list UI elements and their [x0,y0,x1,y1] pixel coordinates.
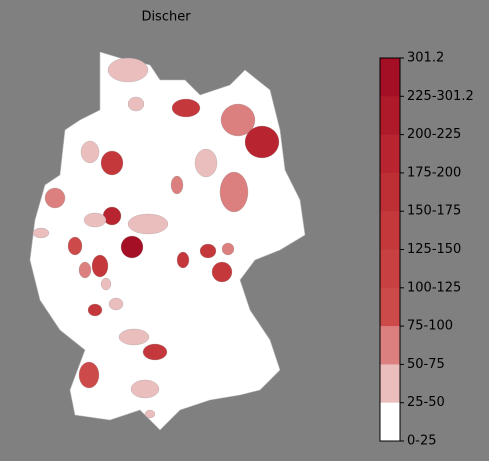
region [91,254,109,278]
country-outline [29,51,306,431]
colorbar-label: 301.2 [407,51,444,66]
regions [32,57,280,419]
region [100,150,124,176]
colorbar-segment [380,211,400,250]
region [176,251,190,269]
region [100,277,112,291]
region [144,409,156,419]
colorbar-segment [380,326,400,365]
region [170,175,184,195]
region [130,379,160,399]
region [211,261,233,283]
region [78,261,92,279]
region [102,206,122,226]
region [221,242,235,256]
colorbar-segment [380,364,400,404]
region [194,148,218,178]
colorbar-label: 150-175 [407,204,461,219]
colorbar-label: 50-75 [407,357,445,372]
region [44,187,66,209]
colorbar-segment [380,58,400,97]
colorbar: 301.2 225-301.2 200-225 175-200 150-175 125-1… [379,51,474,449]
colorbar-segment [380,172,400,212]
region [32,227,50,239]
colorbar-label: 25-50 [407,395,445,410]
region [171,98,201,118]
region [127,96,145,112]
colorbar-segment [380,287,400,327]
map-title: Discher [141,10,191,25]
colorbar-segment [380,402,400,442]
region [244,125,280,159]
colorbar-segment [380,134,400,174]
region [108,297,124,311]
region [67,236,83,256]
region [219,171,249,213]
region [83,212,107,228]
region [199,243,217,259]
region [80,140,100,164]
colorbar-label: 125-150 [407,242,461,257]
colorbar-label: 175-200 [407,165,461,180]
colorbar-label: 0-25 [407,434,437,449]
colorbar-label: 75-100 [407,319,453,334]
colorbar-label: 225-301.2 [407,89,474,104]
region [118,328,150,346]
region [142,343,168,361]
region [120,235,144,259]
germany-map [29,51,306,431]
region [78,361,100,389]
region [107,57,149,83]
region [127,213,169,235]
colorbar-segment [380,249,400,289]
colorbar-label: 200-225 [407,127,461,142]
colorbar-segment [380,96,400,136]
region [220,103,256,137]
region [87,303,103,317]
colorbar-label: 100-125 [407,280,461,295]
